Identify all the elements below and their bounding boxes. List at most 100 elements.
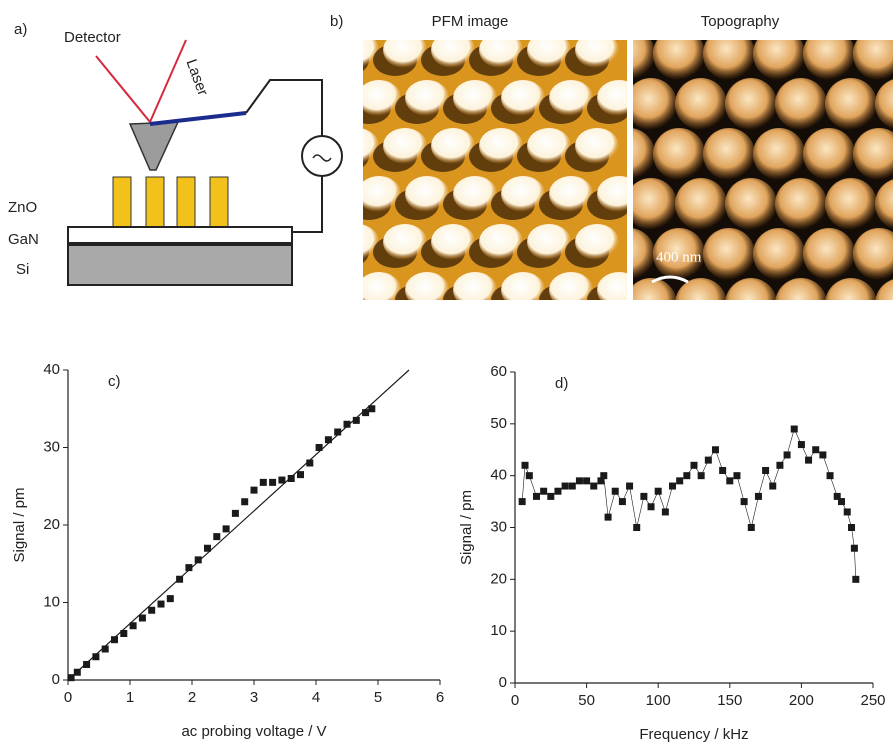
topo-grain — [725, 78, 777, 130]
topo-grain — [775, 278, 827, 330]
data-point — [805, 457, 812, 464]
pfm-grain — [479, 32, 523, 68]
pfm-grain — [527, 32, 571, 68]
data-point — [547, 493, 554, 500]
gan-layer — [68, 227, 292, 243]
data-point — [576, 477, 583, 484]
topo-grain — [703, 28, 755, 80]
data-point — [569, 483, 576, 490]
tip — [130, 122, 178, 170]
data-point — [769, 483, 776, 490]
data-point — [748, 524, 755, 531]
panel-label: a) — [14, 21, 27, 38]
data-point — [241, 498, 248, 505]
data-point — [562, 483, 569, 490]
layer-label: GaN — [8, 231, 39, 248]
x-tick-label: 250 — [860, 692, 885, 709]
data-point — [719, 467, 726, 474]
x-tick-label: 3 — [250, 689, 258, 706]
y-tick-label: 10 — [43, 593, 60, 610]
pfm-grain — [405, 80, 449, 116]
topo-grain — [775, 178, 827, 230]
data-point — [819, 451, 826, 458]
data-point — [612, 488, 619, 495]
data-point — [260, 479, 267, 486]
data-point — [741, 498, 748, 505]
data-point — [223, 525, 230, 532]
topo-grain — [675, 78, 727, 130]
y-tick-label: 30 — [490, 518, 507, 535]
topo-grain — [703, 228, 755, 280]
data-point — [540, 488, 547, 495]
y-tick-label: 60 — [490, 363, 507, 380]
y-tick-label: 0 — [499, 674, 507, 691]
pfm-grain — [527, 128, 571, 164]
data-point — [762, 467, 769, 474]
topo-grain — [625, 178, 677, 230]
pfm-grain — [575, 224, 619, 260]
pfm-grain — [335, 32, 379, 68]
pfm-grain — [431, 224, 475, 260]
data-point — [648, 503, 655, 510]
beam — [150, 40, 186, 122]
x-tick-label: 2 — [188, 689, 196, 706]
pfm-grain — [453, 272, 497, 308]
topo-grain — [725, 278, 777, 330]
pfm-grain — [383, 32, 427, 68]
series-line — [522, 429, 856, 579]
pfm-grain — [431, 128, 475, 164]
pfm-grain — [479, 224, 523, 260]
si-layer — [68, 245, 292, 285]
data-point — [148, 607, 155, 614]
layer-label: Si — [16, 261, 29, 278]
x-tick-label: 1 — [126, 689, 134, 706]
data-point — [583, 477, 590, 484]
data-point — [251, 487, 258, 494]
x-tick-label: 0 — [64, 689, 72, 706]
pfm-shadow — [325, 44, 369, 76]
fit-line — [68, 370, 409, 680]
data-point — [812, 446, 819, 453]
x-axis-label: ac probing voltage / V — [181, 723, 326, 740]
x-tick-label: 4 — [312, 689, 320, 706]
x-axis-label: Frequency / kHz — [639, 726, 748, 743]
data-point — [698, 472, 705, 479]
data-point — [838, 498, 845, 505]
image-title: PFM image — [432, 13, 509, 30]
data-point — [726, 477, 733, 484]
x-tick-label: 5 — [374, 689, 382, 706]
panel-label: b) — [330, 13, 343, 30]
data-point — [844, 508, 851, 515]
pfm-grain — [527, 224, 571, 260]
data-point — [600, 472, 607, 479]
data-point — [676, 477, 683, 484]
pfm-grain — [357, 176, 401, 212]
data-point — [669, 483, 676, 490]
topo-grain — [803, 228, 855, 280]
pfm-grain — [501, 272, 545, 308]
y-tick-label: 10 — [490, 622, 507, 639]
pfm-grain — [405, 176, 449, 212]
data-point — [776, 462, 783, 469]
data-point — [83, 661, 90, 668]
y-tick-label: 20 — [43, 516, 60, 533]
detector-label: Detector — [64, 29, 121, 46]
pfm-grain — [575, 128, 619, 164]
data-point — [605, 514, 612, 521]
layer-label: ZnO — [8, 199, 37, 216]
pfm-grain — [549, 176, 593, 212]
data-point — [655, 488, 662, 495]
pfm-grain — [501, 176, 545, 212]
topo-grain — [803, 28, 855, 80]
pfm-grain — [549, 272, 593, 308]
pfm-grain — [335, 224, 379, 260]
panel-a: a) Detector Laser ZnO GaN Si — [8, 21, 342, 285]
nanorod — [210, 177, 228, 227]
data-point — [278, 477, 285, 484]
data-point — [288, 475, 295, 482]
pfm-grain — [383, 128, 427, 164]
x-tick-label: 150 — [717, 692, 742, 709]
pfm-grain — [453, 80, 497, 116]
ac-source — [302, 136, 342, 176]
